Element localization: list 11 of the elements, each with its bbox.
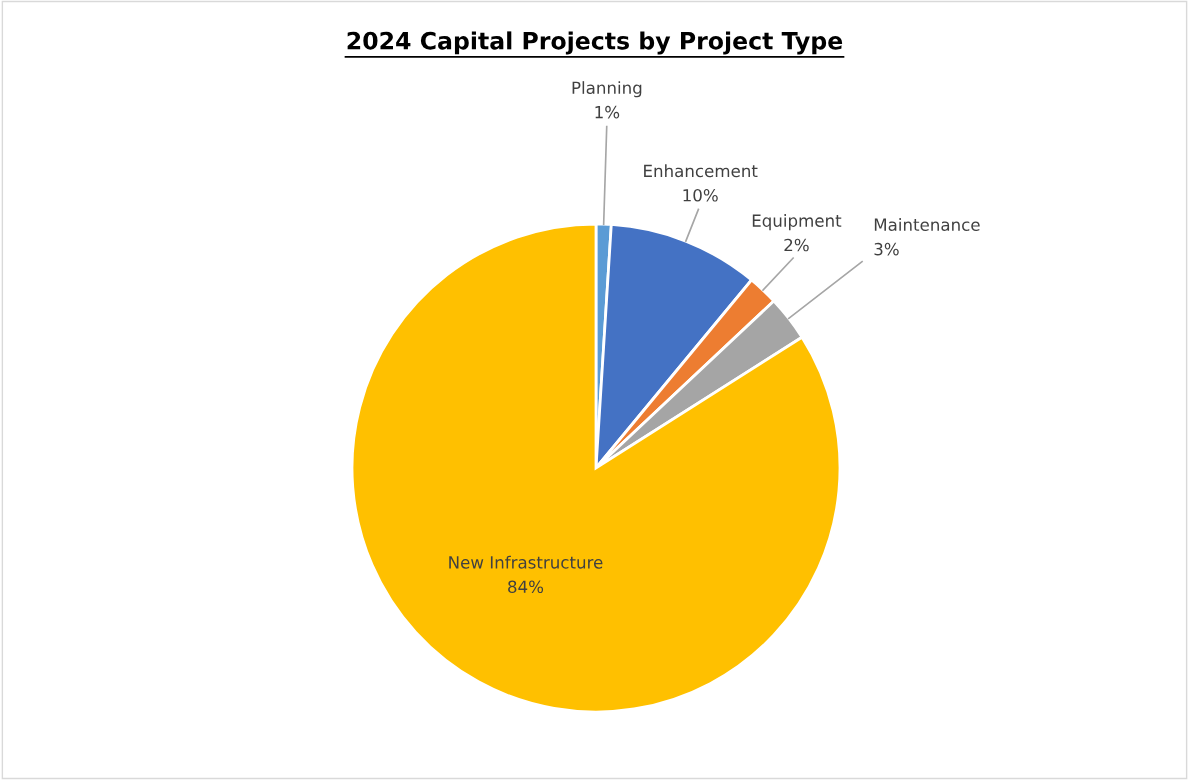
slice-label: Planning: [572, 81, 642, 98]
slice-label: New Infrastructure: [449, 555, 603, 569]
slice-label: Enhancement: [644, 164, 758, 178]
data-label: 2%: [784, 238, 809, 252]
data-label: 1%: [595, 105, 620, 119]
data-label: 84%: [508, 580, 544, 594]
data-label: 3%: [874, 242, 899, 256]
slice-label: Maintenance: [874, 218, 980, 231]
data-label: 10%: [683, 189, 718, 202]
slice-label: Equipment: [752, 214, 842, 231]
chart-title: 2024 Capital Projects by Project Type: [347, 31, 843, 55]
